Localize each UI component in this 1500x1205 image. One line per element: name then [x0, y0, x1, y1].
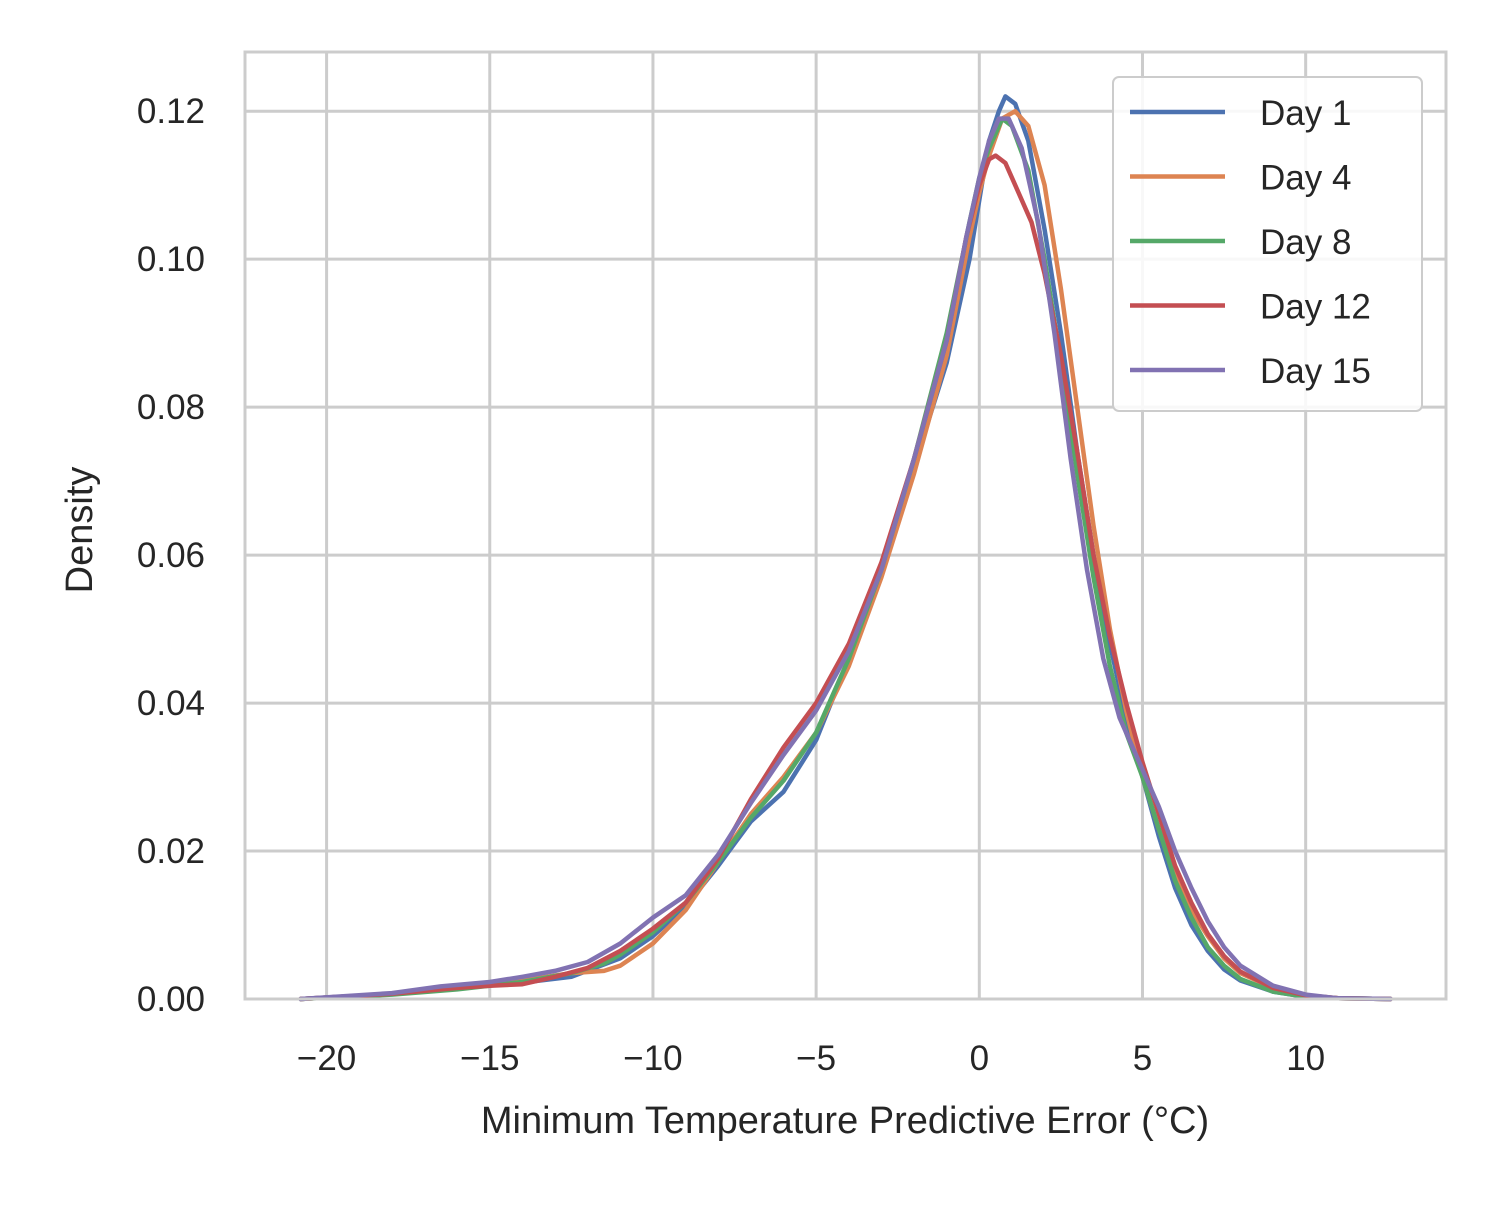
series-line-day-15 [298, 116, 1393, 1002]
y-tick-label: 0.02 [137, 832, 205, 871]
y-tick-label: 0.08 [137, 388, 205, 427]
x-tick-label: −5 [796, 1039, 836, 1078]
legend-box [1112, 76, 1423, 412]
series-lines [298, 94, 1393, 1002]
y-tick-label: 0.04 [137, 684, 205, 723]
legend-label: Day 8 [1260, 223, 1351, 262]
y-tick-label: 0.12 [137, 92, 205, 131]
plot-frame [243, 50, 1448, 1001]
y-tick-label: 0.10 [137, 240, 205, 279]
legend-label: Day 15 [1260, 352, 1371, 391]
x-tick-label: 10 [1286, 1039, 1325, 1078]
legend-label: Day 1 [1260, 94, 1351, 133]
legend-label: Day 12 [1260, 288, 1371, 327]
y-tick-labels: 0.00 0.02 0.04 0.06 0.08 0.10 0.12 [137, 92, 205, 1019]
series-line-day-12 [298, 153, 1393, 1002]
x-tick-label: −20 [297, 1039, 356, 1078]
series-line-day-1 [298, 94, 1393, 1002]
x-tick-label: −10 [623, 1039, 682, 1078]
x-tick-label: −15 [460, 1039, 519, 1078]
legend-label: Day 4 [1260, 159, 1351, 198]
legend-items: Day 1 Day 4 Day 8 Day 12 Day 15 [1130, 94, 1371, 391]
x-axis-label: Minimum Temperature Predictive Error (°C… [481, 1100, 1209, 1142]
y-tick-label: 0.06 [137, 536, 205, 575]
y-axis-label: Density [59, 467, 101, 594]
series-line-day-8 [298, 116, 1393, 1002]
x-tick-labels: −20 −15 −10 −5 0 5 10 [297, 1039, 1325, 1078]
x-tick-label: 5 [1133, 1039, 1152, 1078]
y-tick-label: 0.00 [137, 980, 205, 1019]
legend: Day 1 Day 4 Day 8 Day 12 Day 15 [1112, 76, 1423, 412]
x-tick-label: 0 [970, 1039, 989, 1078]
